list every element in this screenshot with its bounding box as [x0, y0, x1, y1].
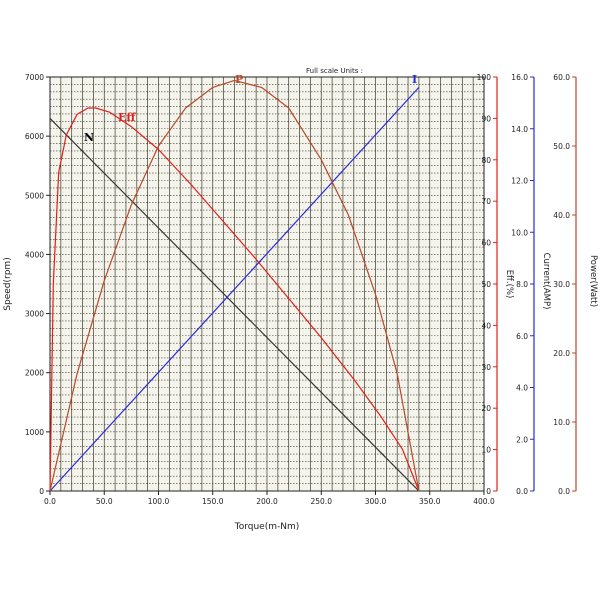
x-tick-label: 100.0 [148, 497, 170, 506]
speed-tick-label: 2000 [25, 369, 44, 378]
eff-tick-label: 80 [481, 156, 491, 165]
speed-tick-label: 1000 [25, 428, 44, 437]
current-tick-label: 2.0 [516, 435, 528, 444]
speed-tick-label: 5000 [25, 191, 44, 200]
series-line-i [49, 86, 420, 492]
speed-tick-label: 3000 [25, 310, 44, 319]
power-axis-title: Power(Watt) [588, 255, 598, 307]
x-tick-label: 250.0 [311, 497, 333, 506]
x-axis-title: Torque(m-Nm) [234, 522, 300, 532]
current-tick-label: 8.0 [516, 280, 528, 289]
series-line-eff [49, 107, 420, 492]
eff-tick-label: 90 [481, 114, 491, 123]
power-tick-label: 0.0 [558, 487, 570, 496]
power-tick-label: 40.0 [553, 211, 570, 220]
series-label-eff: Eff [118, 111, 136, 124]
current-tick-label: 16.0 [511, 73, 528, 82]
eff-tick-label: 70 [481, 197, 491, 206]
speed-axis-title: Speed(rpm) [3, 257, 13, 310]
eff-tick-label: 50 [481, 280, 491, 289]
x-tick-label: 0.0 [44, 497, 56, 506]
x-tick-label: 200.0 [256, 497, 278, 506]
eff-tick-label: 40 [481, 321, 491, 330]
series-label-p: P [235, 73, 243, 86]
x-tick-label: 150.0 [202, 497, 224, 506]
current-tick-label: 4.0 [516, 384, 528, 393]
power-tick-label: 30.0 [553, 280, 570, 289]
series-line-n [49, 117, 420, 492]
current-tick-label: 14.0 [511, 125, 528, 134]
axes-layer: 0.0 50.0 100.0 150.0 200.0 250.0 300.0 350.0 400… [25, 73, 577, 506]
speed-tick-label: 7000 [25, 73, 44, 82]
x-tick-label: 350.0 [419, 497, 441, 506]
series-layer [49, 79, 420, 492]
power-tick-label: 60.0 [553, 73, 570, 82]
x-tick-label: 300.0 [365, 497, 387, 506]
current-axis-title: Current(AMP) [541, 253, 551, 310]
eff-axis-title: Eff.(%) [504, 270, 514, 299]
power-tick-label: 50.0 [553, 142, 570, 151]
power-tick-label: 20.0 [553, 349, 570, 358]
label-layer: N Eff I P [84, 73, 417, 144]
eff-tick-label: 60 [481, 239, 491, 248]
series-line-p [49, 79, 420, 492]
power-tick-label: 10.0 [553, 418, 570, 427]
current-tick-label: 10.0 [511, 228, 528, 237]
grid [49, 76, 485, 492]
eff-tick-label: 20 [481, 404, 491, 413]
full-scale-note: Full scale Units : [306, 67, 363, 75]
speed-tick-label: 0 [39, 487, 44, 496]
speed-tick-label: 4000 [25, 250, 44, 259]
eff-tick-label: 30 [481, 363, 491, 372]
eff-tick-label: 10 [481, 446, 491, 455]
x-tick-label: 400.0 [473, 497, 495, 506]
current-tick-label: 6.0 [516, 332, 528, 341]
eff-tick-label: 0 [486, 487, 491, 496]
series-label-i: I [412, 73, 417, 86]
x-tick-label: 50.0 [96, 497, 113, 506]
current-tick-label: 12.0 [511, 177, 528, 186]
current-tick-label: 0.0 [516, 487, 528, 496]
speed-tick-label: 6000 [25, 132, 44, 141]
series-label-n: N [84, 131, 94, 144]
eff-tick-label: 100 [477, 73, 492, 82]
